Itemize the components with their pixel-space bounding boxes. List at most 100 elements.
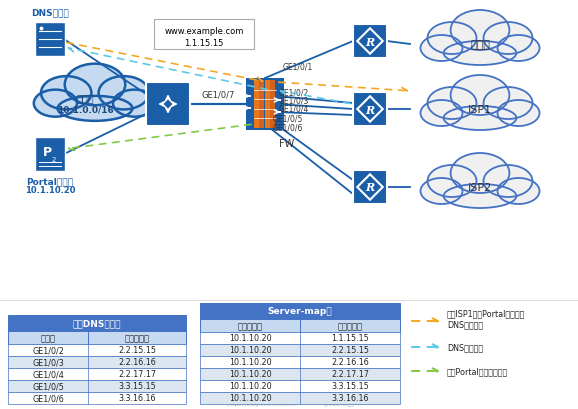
Text: 2.2.16.16: 2.2.16.16	[118, 357, 156, 366]
Text: GE1/0/5: GE1/0/5	[32, 382, 64, 391]
Bar	[200, 303, 400, 319]
Text: GE1/0/2: GE1/0/2	[32, 346, 64, 355]
Text: R: R	[365, 36, 375, 47]
Text: GE1/0/2: GE1/0/2	[279, 88, 309, 97]
Text: 10.1.10.20: 10.1.10.20	[229, 357, 271, 366]
Bar	[8, 380, 186, 392]
Bar	[8, 331, 186, 344]
Bar	[8, 315, 186, 331]
Bar	[200, 344, 400, 356]
Text: 映射后地址: 映射后地址	[124, 333, 150, 342]
Text: 转换后地址: 转换后地址	[338, 321, 362, 330]
Text: 2.2.16.16: 2.2.16.16	[331, 357, 369, 366]
Text: 2.2.15.15: 2.2.15.15	[118, 346, 156, 355]
Ellipse shape	[421, 101, 462, 127]
Text: 校园网: 校园网	[76, 93, 94, 103]
Bar	[200, 368, 400, 380]
Bar	[8, 356, 186, 368]
Bar	[200, 392, 400, 404]
Ellipse shape	[484, 166, 532, 198]
Text: Portal服务器: Portal服务器	[27, 177, 73, 186]
Bar	[8, 344, 186, 356]
FancyBboxPatch shape	[353, 25, 387, 59]
Text: 3.3.16.16: 3.3.16.16	[331, 393, 369, 402]
Ellipse shape	[484, 88, 532, 120]
FancyBboxPatch shape	[146, 83, 190, 127]
Text: 2.2.17.17: 2.2.17.17	[331, 370, 369, 379]
Bar	[265, 81, 270, 129]
Text: ISP1: ISP1	[468, 105, 492, 115]
Ellipse shape	[113, 90, 156, 117]
Bar	[254, 81, 259, 129]
Text: https://blog.csdn.net/wei                @51CTO博客: https://blog.csdn.net/wei @51CTO博客	[227, 400, 353, 406]
Ellipse shape	[484, 23, 532, 55]
Text: 10.1.10.20: 10.1.10.20	[229, 346, 271, 355]
Text: 10.1.10.20: 10.1.10.20	[229, 382, 271, 391]
Ellipse shape	[443, 42, 516, 66]
FancyBboxPatch shape	[35, 138, 65, 172]
Text: 3.3.16.16: 3.3.16.16	[118, 393, 155, 402]
Ellipse shape	[34, 90, 77, 117]
Text: www.example.com: www.example.com	[164, 27, 244, 36]
Text: R: R	[365, 104, 375, 115]
Text: 10.1.10.20: 10.1.10.20	[229, 334, 271, 343]
FancyBboxPatch shape	[353, 171, 387, 204]
Text: 1.1.15.15: 1.1.15.15	[184, 38, 224, 47]
Text: GE1/0/4: GE1/0/4	[279, 104, 309, 113]
Ellipse shape	[41, 77, 91, 110]
Text: GE1/0/5: GE1/0/5	[273, 114, 303, 123]
Ellipse shape	[428, 88, 476, 120]
Text: 3.3.15.15: 3.3.15.15	[331, 382, 369, 391]
FancyBboxPatch shape	[353, 93, 387, 127]
Bar	[260, 81, 265, 129]
Ellipse shape	[58, 97, 132, 121]
Text: R: R	[365, 182, 375, 193]
Text: 1.1.15.15: 1.1.15.15	[331, 334, 369, 343]
Text: 3.3.15.15: 3.3.15.15	[118, 382, 156, 391]
Text: Server-map表: Server-map表	[268, 307, 332, 316]
Ellipse shape	[421, 179, 462, 204]
Text: GE1/0/1: GE1/0/1	[283, 63, 313, 72]
Ellipse shape	[428, 23, 476, 55]
Text: GE1/0/3: GE1/0/3	[279, 96, 309, 105]
Text: 10.1.0.0/16: 10.1.0.0/16	[57, 105, 113, 114]
Text: DNS服务器: DNS服务器	[31, 8, 69, 17]
Bar	[200, 356, 400, 368]
FancyBboxPatch shape	[246, 79, 284, 131]
Text: 通过ISP1访问Portal服务器的
DNS请求报文: 通过ISP1访问Portal服务器的 DNS请求报文	[447, 308, 525, 328]
Text: P: P	[42, 145, 51, 158]
Ellipse shape	[421, 36, 462, 62]
Text: 教育网: 教育网	[470, 40, 490, 50]
Text: 10.1.10.20: 10.1.10.20	[25, 186, 75, 195]
Text: ISP2: ISP2	[468, 182, 492, 193]
Text: GE1/0/6: GE1/0/6	[32, 393, 64, 402]
Text: GE1/0/7: GE1/0/7	[201, 91, 235, 100]
FancyBboxPatch shape	[154, 20, 254, 50]
Text: 转换前地址: 转换前地址	[238, 321, 262, 330]
Bar	[200, 319, 400, 332]
Bar	[8, 392, 186, 404]
Text: 10.1.10.20: 10.1.10.20	[229, 370, 271, 379]
Text: GE1/0/4: GE1/0/4	[32, 370, 64, 379]
Ellipse shape	[451, 154, 509, 193]
Text: GE1/0/6: GE1/0/6	[273, 123, 303, 132]
Bar	[200, 332, 400, 344]
FancyBboxPatch shape	[35, 23, 65, 57]
Text: 出接口: 出接口	[40, 333, 55, 342]
Ellipse shape	[498, 36, 539, 62]
Bar	[271, 81, 276, 129]
Text: GE1/0/3: GE1/0/3	[32, 357, 64, 366]
Ellipse shape	[443, 184, 516, 209]
Bar	[200, 380, 400, 392]
Ellipse shape	[451, 11, 509, 51]
Text: 2.2.17.17: 2.2.17.17	[118, 370, 156, 379]
Ellipse shape	[498, 179, 539, 204]
Ellipse shape	[65, 65, 125, 106]
Text: 10.1.10.20: 10.1.10.20	[229, 393, 271, 402]
Ellipse shape	[443, 107, 516, 131]
Ellipse shape	[428, 166, 476, 198]
Text: DNS响应报文: DNS响应报文	[447, 343, 483, 352]
Bar	[8, 368, 186, 380]
Ellipse shape	[99, 77, 149, 110]
Text: 智能DNS映射表: 智能DNS映射表	[73, 319, 121, 328]
